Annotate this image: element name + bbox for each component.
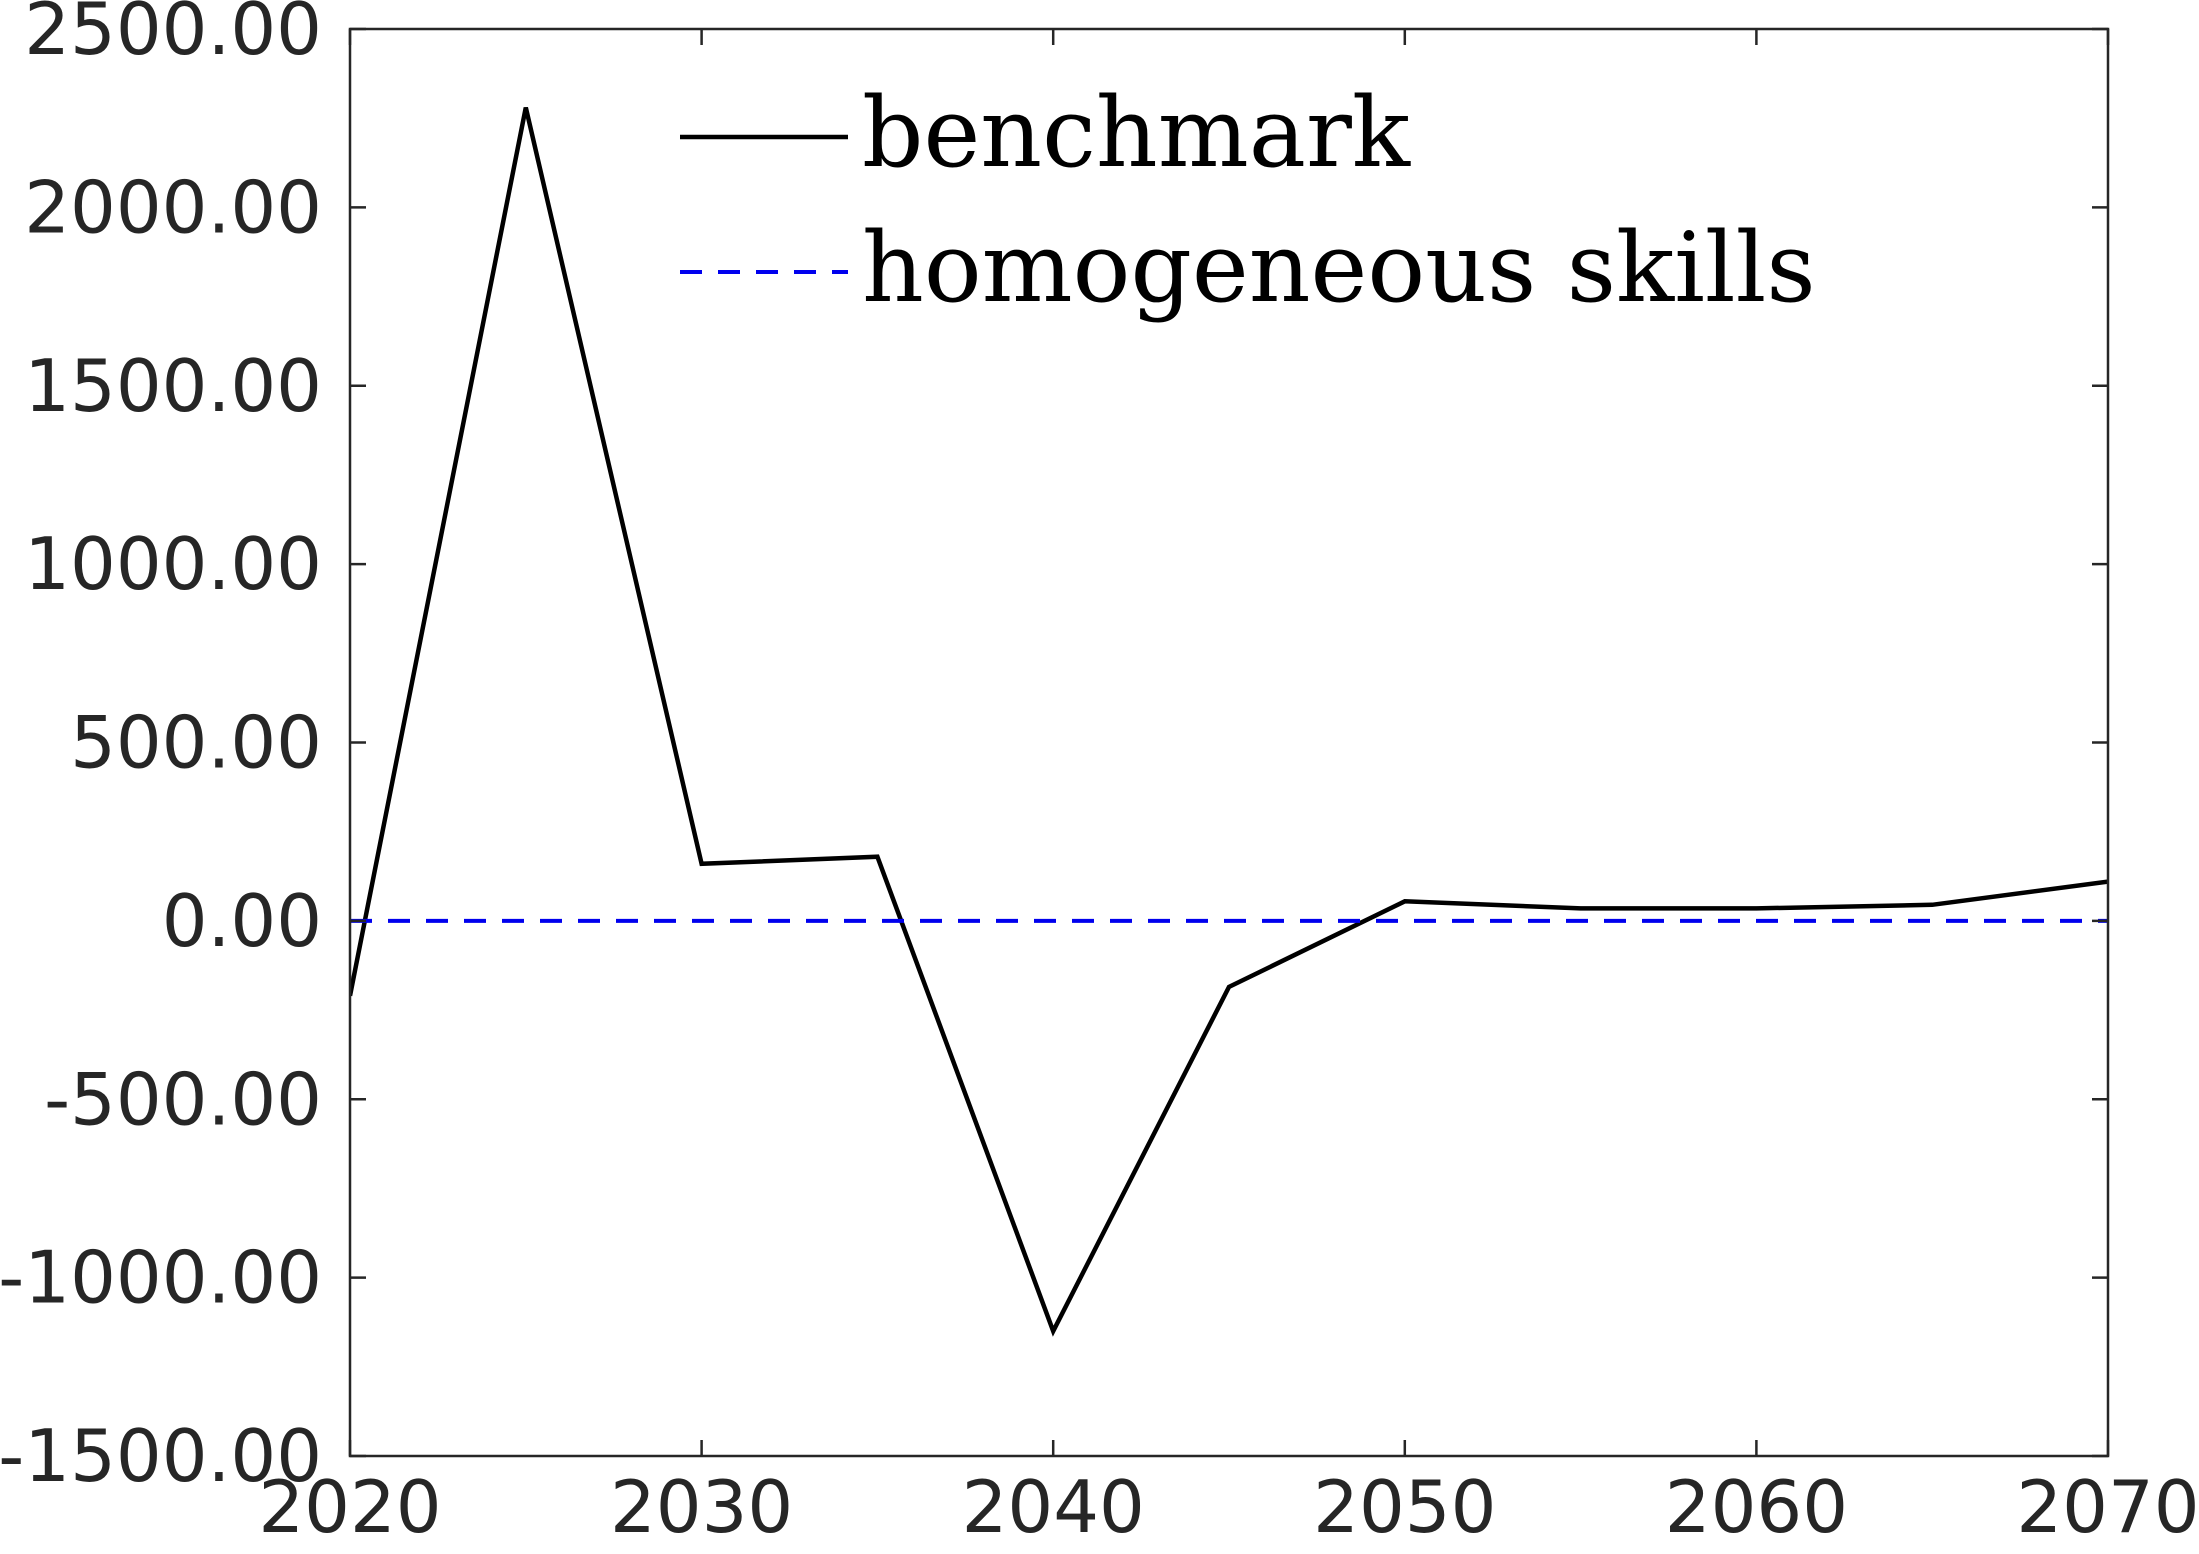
y-tick-label: 1000.00 [24, 522, 322, 606]
y-tick-label: 0.00 [162, 879, 322, 963]
x-tick-label: 2040 [962, 1465, 1145, 1549]
y-tick-label: -1500.00 [0, 1414, 322, 1498]
y-tick-label: -500.00 [44, 1057, 322, 1141]
y-tick-label: 2000.00 [24, 165, 322, 249]
x-tick-label: 2050 [1313, 1465, 1496, 1549]
y-tick-label: 2500.00 [24, 0, 322, 71]
x-tick-label: 2020 [258, 1465, 441, 1549]
y-tick-label: 1500.00 [24, 344, 322, 428]
series-layer [350, 106, 2108, 1337]
axes-layer [348, 27, 2110, 1458]
legend: benchmark homogeneous skills [680, 77, 1816, 324]
x-tick-label: 2030 [610, 1465, 793, 1549]
y-tick-label: 500.00 [70, 701, 322, 785]
series-line-benchmark [350, 106, 2108, 1337]
x-tick-label: 2070 [2016, 1465, 2199, 1549]
legend-label-homogeneous-skills: homogeneous skills [862, 212, 1816, 324]
y-tick-label: -1000.00 [0, 1236, 322, 1320]
x-tick-label: 2060 [1665, 1465, 1848, 1549]
legend-label-benchmark: benchmark [862, 77, 1411, 189]
